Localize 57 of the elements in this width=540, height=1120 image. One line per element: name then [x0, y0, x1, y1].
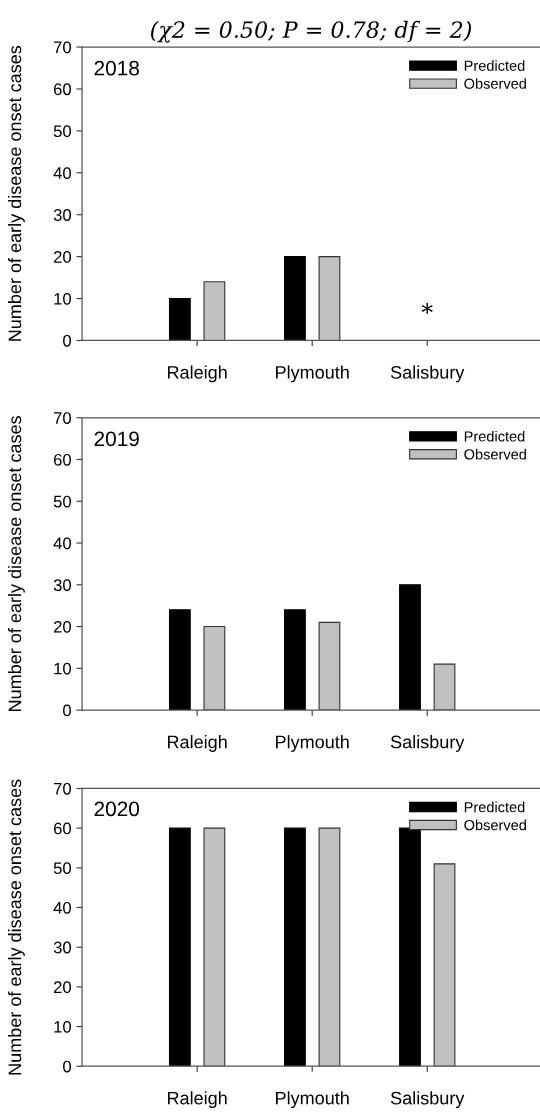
legend-label: Predicted: [464, 60, 525, 71]
y-axis-title: Number of early disease onset cases: [8, 45, 25, 341]
y-tick-label: 50: [53, 125, 72, 138]
y-tick-label: 50: [53, 862, 72, 875]
y-tick-label: 60: [53, 453, 72, 466]
legend-label: Observed: [464, 448, 526, 460]
bar: [203, 281, 226, 341]
y-tick-label: 50: [53, 495, 72, 508]
x-tick-label: Raleigh: [168, 365, 227, 383]
y-tick-label: 40: [53, 167, 72, 179]
y-tick-label: 30: [53, 941, 72, 954]
y-tick-label: 40: [53, 537, 72, 550]
y-axis-title: Number of early disease onset cases: [8, 779, 25, 1075]
text: 2019: [94, 431, 139, 447]
x-tick-label: Salisbury: [390, 1091, 465, 1109]
bar: [284, 609, 306, 711]
bar: [433, 663, 456, 711]
annotation: *: [421, 303, 433, 314]
y-tick-label: 10: [54, 1020, 72, 1033]
y-axis-title: Number of early disease onset cases: [8, 416, 25, 711]
chart-title: 2020: [94, 801, 140, 817]
bar: [168, 298, 191, 341]
x-tick-label: Raleigh: [168, 1091, 227, 1109]
bar: [203, 626, 226, 711]
bar: [318, 256, 341, 341]
legend-label: Predicted: [464, 801, 525, 813]
text: (χ2 = 0.50; P = 0.78; df = 2): [151, 20, 472, 43]
x-tick-label: Plymouth: [276, 1091, 349, 1109]
text: 2018: [94, 60, 139, 76]
y-tick-label: 0: [63, 704, 72, 717]
y-tick-label: 70: [53, 41, 72, 54]
y-tick-label: 60: [53, 822, 72, 835]
x-tick-label: Plymouth: [276, 735, 349, 752]
y-tick-label: 20: [53, 251, 72, 263]
legend-label: Observed: [464, 78, 526, 89]
y-tick-label: 60: [53, 83, 72, 96]
y-tick-label: 40: [53, 901, 72, 914]
legend-label: Predicted: [464, 430, 525, 442]
y-tick-label: 70: [53, 412, 72, 424]
bar: [399, 584, 421, 711]
bar: [168, 609, 191, 711]
x-tick-label: Plymouth: [276, 365, 349, 383]
y-tick-label: 10: [54, 662, 72, 675]
y-tick-label: 30: [53, 579, 72, 591]
x-tick-label: Salisbury: [390, 735, 465, 752]
y-tick-label: 20: [53, 620, 72, 633]
bar: [284, 256, 306, 341]
bar: [318, 621, 341, 711]
legend-label: Observed: [464, 819, 526, 831]
x-tick-label: Salisbury: [390, 365, 465, 383]
x-tick-label: Raleigh: [168, 735, 227, 752]
y-tick-label: 10: [54, 292, 72, 305]
y-tick-label: 0: [63, 1060, 72, 1073]
y-tick-label: 0: [63, 334, 72, 347]
y-tick-label: 30: [53, 209, 72, 221]
y-tick-label: 20: [53, 981, 72, 994]
y-tick-label: 70: [53, 782, 72, 795]
